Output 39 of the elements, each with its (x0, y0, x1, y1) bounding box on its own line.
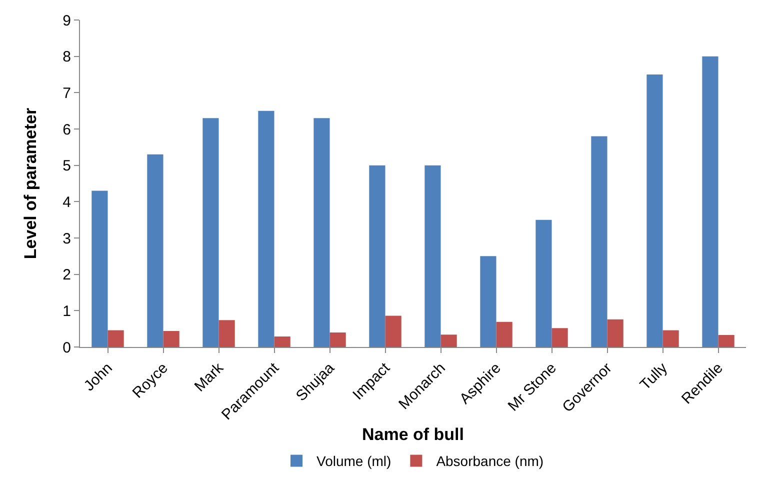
y-tick-label: 7 (62, 84, 71, 102)
bar (330, 332, 346, 347)
bar (480, 256, 496, 347)
x-tick-label: Tully (636, 359, 672, 394)
bar (702, 56, 718, 347)
bar (202, 118, 219, 347)
bar (258, 110, 274, 347)
bar (536, 220, 552, 347)
y-tick-label: 6 (62, 121, 71, 138)
bar (108, 330, 124, 347)
y-tick-label: 5 (62, 158, 71, 175)
bar (646, 74, 663, 347)
bar (147, 154, 164, 347)
y-tick-label: 3 (62, 230, 71, 248)
legend-label: Absorbance (nm) (436, 453, 544, 470)
bar (92, 190, 108, 347)
y-axis-title: Level of parameter (21, 108, 40, 260)
bar (274, 336, 290, 347)
bar (440, 334, 457, 347)
bar (552, 328, 568, 347)
bar (591, 136, 608, 347)
y-tick-label: 9 (62, 12, 71, 30)
x-axis-title: Name of bull (362, 424, 464, 444)
bar (218, 320, 235, 347)
y-tick-label: 0 (62, 339, 71, 356)
y-tick-label: 4 (62, 194, 71, 211)
legend-label: Volume (ml) (316, 453, 392, 470)
y-tick-label: 1 (62, 302, 71, 320)
y-tick-label: 8 (62, 48, 71, 66)
bar (163, 331, 180, 347)
y-tick-label: 2 (62, 266, 71, 284)
bar (662, 330, 679, 347)
bar (496, 322, 512, 347)
bar (424, 165, 441, 347)
bar (718, 335, 734, 347)
bar (314, 118, 330, 347)
bar (369, 165, 386, 347)
bar (607, 319, 624, 347)
bar (385, 316, 402, 347)
